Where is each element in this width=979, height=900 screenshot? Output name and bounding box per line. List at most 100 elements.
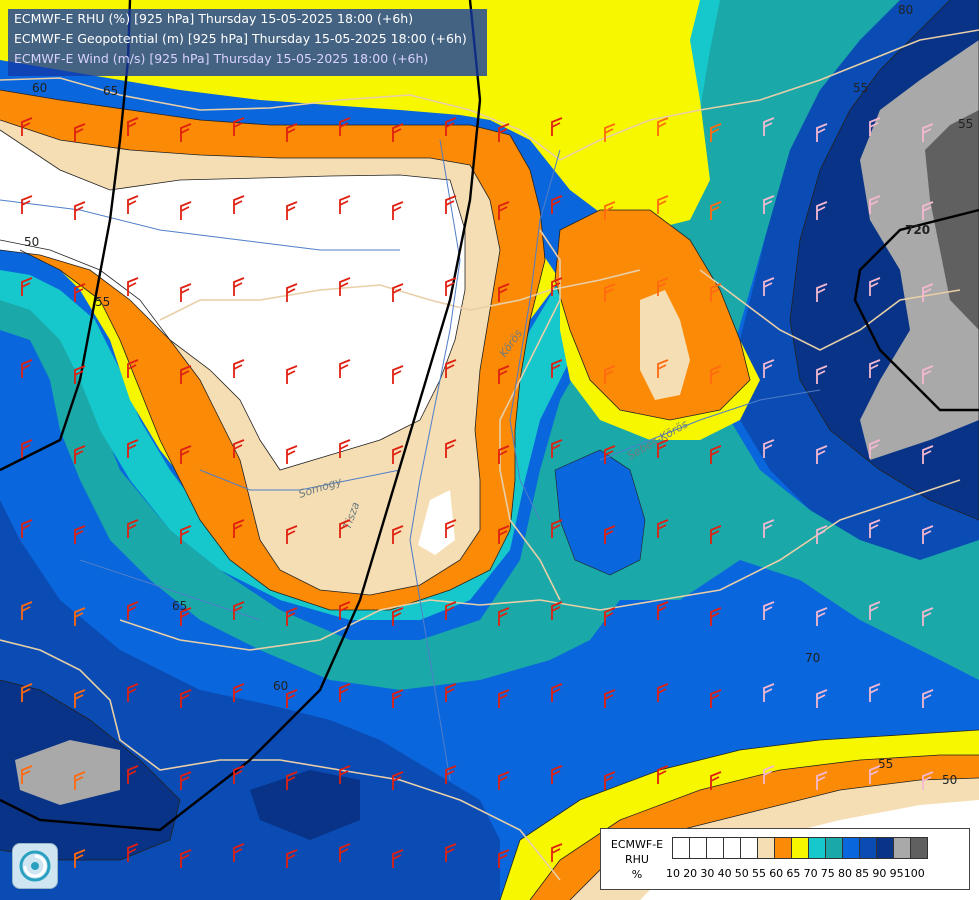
wind-barb <box>816 771 828 790</box>
wind-barb <box>21 683 33 702</box>
map-title-box: ECMWF-E RHU (%) [925 hPa] Thursday 15-05… <box>8 9 487 76</box>
wind-barb <box>180 123 192 142</box>
wind-barb <box>922 445 934 464</box>
wind-barb <box>392 607 404 626</box>
wind-barb <box>339 195 351 214</box>
wind-barb <box>710 607 722 626</box>
wind-barb <box>21 439 33 458</box>
wind-barb <box>180 201 192 220</box>
wind-barb <box>604 123 616 142</box>
wind-barb <box>180 849 192 868</box>
label-rh65-s: 65 <box>172 599 187 613</box>
wind-barb <box>339 359 351 378</box>
legend-swatch <box>842 837 860 859</box>
legend-tick: 30 <box>700 867 715 880</box>
wind-barb <box>604 445 616 464</box>
wind-barb <box>763 359 775 378</box>
wind-barb <box>233 765 245 784</box>
wind-barb <box>869 765 881 784</box>
wind-barb <box>21 277 33 296</box>
legend-swatch <box>893 837 911 859</box>
wind-barb <box>922 689 934 708</box>
wind-barb <box>233 277 245 296</box>
legend-tick: 55 <box>752 867 766 880</box>
wind-barb <box>763 439 775 458</box>
label-rh55-w: 55 <box>95 295 110 309</box>
wind-barb <box>74 607 86 626</box>
wind-barb <box>816 689 828 708</box>
wind-barb <box>498 689 510 708</box>
wind-barb <box>74 201 86 220</box>
wind-barb <box>233 601 245 620</box>
wind-barb <box>392 771 404 790</box>
legend-swatch <box>672 837 690 859</box>
wind-barb <box>21 359 33 378</box>
wind-barb <box>816 607 828 626</box>
wind-barb <box>392 283 404 302</box>
wind-barb <box>551 765 563 784</box>
wind-barb <box>816 123 828 142</box>
title-rhu: ECMWF-E RHU (%) [925 hPa] Thursday 15-05… <box>14 11 414 26</box>
wind-barb <box>657 277 669 296</box>
wind-barb <box>498 607 510 626</box>
rh50-area-small <box>418 490 455 555</box>
legend-model: ECMWF-E <box>610 838 664 851</box>
wind-barb <box>922 201 934 220</box>
wind-barb <box>180 607 192 626</box>
wind-barb <box>180 283 192 302</box>
legend-tick: 85 <box>855 867 870 880</box>
wind-barb <box>74 525 86 544</box>
legend-tick: 80 <box>838 867 852 880</box>
wind-barb <box>763 277 775 296</box>
title-wind: ECMWF-E Wind (m/s) [925 hPa] Thursday 15… <box>14 51 429 66</box>
label-rh70-se: 70 <box>805 651 820 665</box>
wind-barb <box>339 601 351 620</box>
wind-barb <box>710 201 722 220</box>
wind-barb <box>551 195 563 214</box>
wind-barb <box>498 771 510 790</box>
wind-barb <box>339 843 351 862</box>
wind-barb <box>710 123 722 142</box>
wind-barb <box>657 439 669 458</box>
wind-barb <box>498 849 510 868</box>
wind-barb <box>445 601 457 620</box>
label-rh55-ne: 55 <box>853 81 868 95</box>
wind-barb <box>604 525 616 544</box>
wind-barb <box>498 201 510 220</box>
wind-barb <box>392 445 404 464</box>
wind-barb <box>233 683 245 702</box>
legend-swatch <box>689 837 707 859</box>
wind-barb <box>392 689 404 708</box>
wind-barb <box>869 439 881 458</box>
label-rh60-s: 60 <box>273 679 288 693</box>
label-rh60-nw: 60 <box>32 81 47 95</box>
wind-barb <box>445 683 457 702</box>
wind-barb <box>286 365 298 384</box>
wind-barb <box>551 601 563 620</box>
legend-tick: 70 <box>803 867 818 880</box>
wind-barb <box>127 843 139 862</box>
wind-barb <box>74 365 86 384</box>
wind-barb <box>74 123 86 142</box>
legend-variable: RHU <box>625 853 649 866</box>
wind-barb <box>551 683 563 702</box>
wind-barb <box>233 359 245 378</box>
label-rh80-ne: 80 <box>898 3 913 17</box>
legend-swatch <box>774 837 792 859</box>
wind-barb <box>339 277 351 296</box>
wind-barb <box>445 765 457 784</box>
legend-swatch <box>808 837 826 859</box>
wind-barb <box>127 765 139 784</box>
wind-barb <box>657 195 669 214</box>
wind-barb <box>127 359 139 378</box>
legend-tick: 95 <box>889 867 904 880</box>
rh55-area-east-lobe <box>640 290 690 400</box>
wind-barb <box>233 117 245 136</box>
wind-barb <box>286 849 298 868</box>
wind-barb <box>445 359 457 378</box>
provider-logo <box>12 843 58 889</box>
wind-barb <box>604 607 616 626</box>
contour-labels: 60 65 50 55 65 60 70 55 50 80 55 55 720 <box>24 3 973 787</box>
wind-barb <box>710 689 722 708</box>
wind-barb <box>816 365 828 384</box>
